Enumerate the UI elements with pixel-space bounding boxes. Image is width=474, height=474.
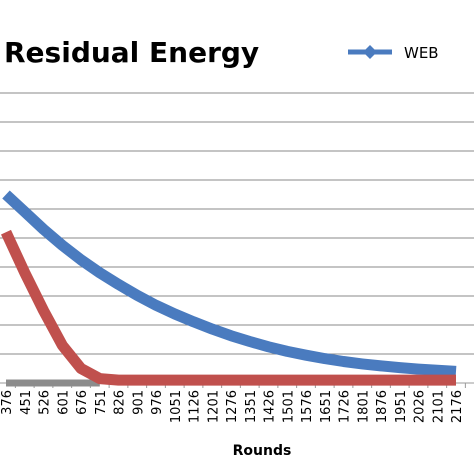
x-tick-label: 1951 [394, 390, 409, 423]
x-tick-label: 751 [94, 390, 109, 415]
x-tick-label: 451 [19, 390, 34, 415]
legend-web-label: WEB [404, 44, 439, 62]
x-tick-label: 1876 [375, 390, 390, 423]
series-line-1 [1, 229, 456, 386]
x-tick-label: 526 [38, 390, 53, 415]
x-tick-label: 1051 [169, 390, 184, 423]
series-line-0 [2, 190, 457, 377]
x-tick-label: 976 [150, 390, 165, 415]
x-axis-title: Rounds [233, 443, 292, 459]
x-tick-label: 2101 [431, 390, 446, 423]
x-tick-label: 1576 [300, 390, 315, 423]
chart-title: Residual Energy [4, 36, 259, 69]
x-tick-label: 1276 [225, 390, 240, 423]
x-tick-label: 2176 [450, 390, 465, 423]
gridlines [0, 92, 474, 388]
x-tick-label: 901 [131, 390, 146, 415]
legend-web-marker [363, 45, 377, 59]
x-tick-label: 2026 [413, 390, 428, 423]
x-tick-label: 1726 [338, 390, 353, 423]
x-tick-labels: 376 451 526 601 676 751 826 901 976 1051 1126 1201 1… [0, 390, 465, 423]
x-tick-label: 376 [0, 390, 15, 415]
x-tick-label: 1651 [319, 390, 334, 423]
x-tick-label: 826 [113, 390, 128, 415]
x-tick-label: 1126 [188, 390, 203, 423]
series-lines [1, 190, 457, 387]
x-tick-label: 1201 [206, 390, 221, 423]
x-tick-label: 1426 [263, 390, 278, 423]
x-tick-label: 1351 [244, 390, 259, 423]
x-tick-label: 1801 [356, 390, 371, 423]
x-tick-label: 601 [56, 390, 71, 415]
legend: WEB [348, 44, 439, 62]
x-tick-label: 676 [75, 390, 90, 415]
x-tick-label: 1501 [281, 390, 296, 423]
